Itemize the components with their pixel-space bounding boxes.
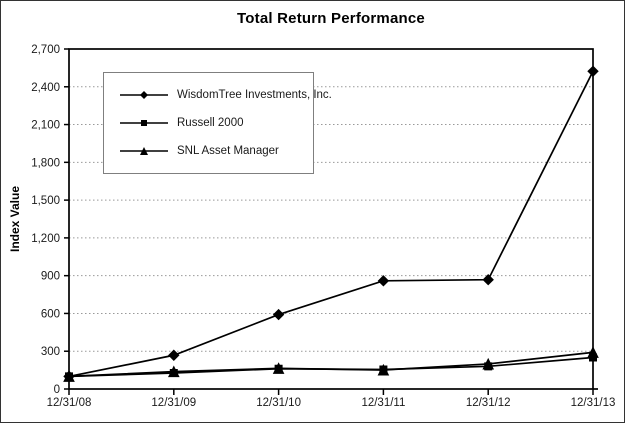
legend-item-label: Russell 2000	[177, 117, 244, 129]
legend-item: Russell 2000	[118, 117, 313, 129]
legend: WisdomTree Investments, Inc. Russell 2000…	[103, 72, 332, 174]
y-tick-label: 600	[41, 308, 60, 320]
triangle-data-point-marker	[63, 370, 75, 382]
diamond-data-point-marker	[587, 65, 599, 77]
legend-item-label: WisdomTree Investments, Inc.	[177, 89, 332, 101]
legend-item: WisdomTree Investments, Inc.	[118, 89, 332, 101]
plot-frame	[68, 48, 594, 390]
y-tick-label: 300	[41, 346, 60, 358]
triangle-data-point-marker	[377, 363, 390, 376]
x-tick-label: 12/31/13	[571, 397, 616, 409]
x-tick-label: 12/31/11	[361, 397, 405, 409]
x-tick-label: 12/31/08	[47, 397, 92, 409]
x-tick-label: 12/31/09	[151, 397, 196, 409]
diamond-data-point-marker	[272, 308, 285, 321]
y-tick-label: 0	[54, 384, 60, 396]
y-tick-label: 1,500	[31, 195, 60, 207]
diamond-data-point-marker	[377, 275, 390, 287]
triangle-data-point-marker	[482, 357, 495, 370]
series-line-diamond	[68, 70, 594, 378]
triangle-data-point-marker	[167, 365, 180, 378]
y-tick-label: 2,100	[31, 120, 60, 132]
triangle-data-point-marker	[587, 346, 599, 358]
diamond-data-point-marker	[168, 349, 180, 361]
x-tick-label: 12/31/10	[256, 397, 301, 409]
series-line-triangle	[68, 351, 594, 378]
y-tick-label: 2,400	[31, 82, 60, 94]
triangle-icon	[120, 147, 168, 155]
x-tick-label: 12/31/12	[466, 397, 511, 409]
legend-item-label: SNL Asset Manager	[177, 145, 279, 157]
y-tick-label: 2,700	[31, 44, 60, 56]
legend-item: SNL Asset Manager	[118, 145, 313, 157]
chart-title: Total Return Performance	[237, 10, 425, 27]
y-tick-label: 1,200	[31, 233, 60, 245]
square-icon	[120, 120, 168, 126]
triangle-data-point-marker	[272, 362, 285, 374]
diamond-data-point-marker	[482, 273, 494, 286]
diamond-icon	[120, 91, 168, 99]
y-tick-label: 900	[41, 271, 60, 283]
y-tick-label: 1,800	[31, 157, 60, 169]
